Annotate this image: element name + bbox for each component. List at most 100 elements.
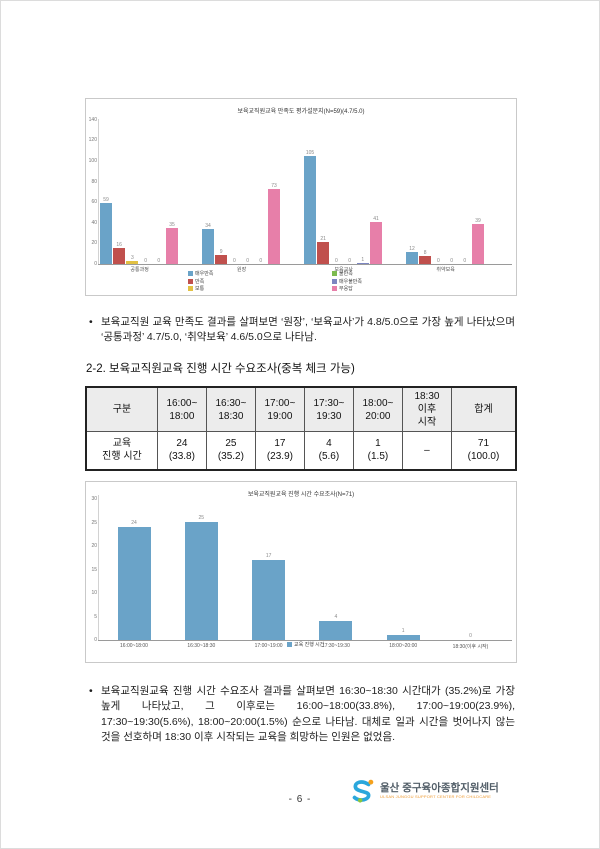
col-header-slot-6: 18:30 이후 시작: [401, 386, 452, 432]
schedule-demand-chart-title: 보육교직원교육 진행 시간 수요조사(N=71): [247, 492, 355, 498]
y-tick-label: 0: [94, 261, 97, 267]
cell-total: 71 (100.0): [450, 431, 517, 470]
bar-value-label: 8: [423, 249, 427, 256]
bar-value-label: 17: [265, 553, 272, 559]
center-logo: 울산 중구육아종합지원센터 ULSAN JUNGGU SUPPORT CENTE…: [348, 776, 516, 806]
bar-value-label: 34: [205, 222, 211, 229]
bar: [317, 242, 330, 264]
bar-value-label: 0: [463, 257, 467, 264]
bar-value-label: 39: [475, 217, 481, 224]
y-tick-label: 15: [91, 566, 97, 573]
bar: [472, 224, 484, 264]
satisfaction-summary-paragraph: • 보육교직원 교육 만족도 결과를 살펴보면 ‘원장’, ‘보육교사’가 4.…: [87, 315, 515, 346]
bar-value-label: 1: [361, 256, 365, 263]
bar-value-label: 35: [169, 221, 175, 228]
bar-value-label: 0: [157, 257, 161, 264]
legend-swatch: [332, 286, 337, 291]
x-tick-label: 공통과정: [130, 267, 149, 273]
x-tick-label: 17:30~19:30: [321, 643, 350, 649]
bar-value-label: 59: [103, 196, 109, 203]
legend-label: 무응답: [339, 286, 353, 292]
logo-orange-dot: [368, 779, 374, 785]
cell-slot-2: 25 (35.2): [205, 431, 256, 470]
bar: [117, 527, 151, 640]
bar: [166, 228, 178, 264]
cell-slot-4: 4 (5.6): [303, 431, 354, 470]
legend-item: 불만족: [332, 270, 353, 277]
col-header-slot-5: 18:00~ 20:00: [352, 386, 403, 432]
y-tick-label: 40: [91, 219, 97, 226]
legend-swatch: [188, 286, 193, 291]
logo-green-dot: [357, 798, 363, 803]
x-axis-line: [98, 264, 512, 265]
bar-value-label: 12: [409, 245, 415, 252]
bar: [304, 156, 316, 264]
bar: [319, 621, 353, 640]
y-tick-label: 140: [88, 116, 97, 123]
bar-value-label: 0: [437, 257, 440, 264]
cell-slot-3: 17 (23.9): [254, 431, 305, 470]
bar-value-label: 0: [259, 257, 263, 264]
legend-item: 매우불만족: [332, 278, 362, 285]
legend-label: 만족: [195, 278, 205, 285]
bar: [113, 248, 126, 264]
y-tick-label: 100: [88, 158, 97, 164]
row-label: 교육 진행 시간: [85, 431, 158, 470]
page-number: - 6 -: [288, 794, 312, 805]
x-tick-label: 17:00~19:00: [254, 643, 283, 649]
x-tick-label: 18:30(이후 시작): [452, 644, 489, 650]
y-tick-label: 0: [94, 637, 97, 643]
x-tick-label: 원장: [236, 267, 247, 273]
bullet-text: 보육교직원교육 진행 시간 수요조사 결과를 살펴보면 16:30~18:30 …: [101, 684, 515, 744]
bullet-text: 보육교직원 교육 만족도 결과를 살펴보면 ‘원장’, ‘보육교사’가 4.8/…: [101, 315, 515, 344]
x-tick-label: 취약보육: [436, 267, 455, 273]
x-axis-line: [98, 640, 512, 641]
col-header-slot-1: 16:00~ 18:00: [156, 386, 207, 432]
legend-item: 매우만족: [188, 270, 213, 277]
col-header-slot-3: 17:00~ 19:00: [254, 386, 305, 432]
bar-value-label: 73: [271, 182, 277, 189]
y-tick-label: 10: [91, 590, 97, 596]
bar-value-label: 9: [219, 248, 223, 255]
section-heading: 2-2. 보육교직원교육 진행 시간 수요조사(중복 체크 가능): [86, 363, 355, 375]
cell-slot-6: –: [401, 431, 452, 470]
demand-summary-paragraph: • 보육교직원교육 진행 시간 수요조사 결과를 살펴보면 16:30~18:3…: [87, 684, 515, 746]
bar: [356, 263, 369, 264]
bar: [126, 261, 139, 264]
y-tick-label: 120: [88, 137, 97, 144]
bar-value-label: 0: [348, 257, 351, 264]
legend-label: 불만족: [339, 271, 353, 277]
y-axis-line: [98, 119, 99, 264]
legend-swatch: [287, 642, 292, 647]
y-tick-label: 60: [91, 199, 97, 206]
bar-value-label: 41: [373, 215, 379, 222]
x-tick-label: 18:00~20:00: [389, 643, 418, 649]
logo-s-swirl: [352, 780, 371, 802]
bar-value-label: 0: [246, 257, 249, 264]
bar-value-label: 16: [116, 241, 122, 248]
legend-swatch: [188, 271, 193, 276]
bar-value-label: 105: [305, 149, 315, 156]
bar-value-label: 0: [144, 257, 147, 264]
legend-label: 매우불만족: [339, 278, 363, 285]
y-axis-line: [98, 495, 99, 640]
y-tick-label: 80: [91, 178, 97, 185]
legend-item: 무응답: [332, 285, 353, 292]
legend-swatch: [332, 271, 337, 276]
cell-slot-1: 24 (33.8): [156, 431, 207, 470]
bar-value-label: 24: [131, 520, 137, 526]
legend-swatch: [188, 278, 193, 284]
bar-value-label: 0: [469, 633, 472, 639]
x-tick-label: 16:00~18:00: [120, 643, 148, 649]
col-header-category: 구분: [85, 386, 158, 432]
x-tick-label: 16:30~18:30: [187, 643, 216, 649]
y-tick-label: 30: [91, 496, 97, 502]
bar: [386, 635, 420, 640]
bar: [184, 522, 218, 640]
legend-swatch: [332, 278, 337, 284]
bar-value-label: 1: [401, 628, 405, 634]
y-tick-label: 5: [94, 613, 97, 620]
time-demand-table: 구분 16:00~ 18:00 16:30~ 18:30 17:00~ 19:0…: [85, 386, 517, 471]
col-header-slot-4: 17:30~ 19:30: [303, 386, 354, 432]
bar: [202, 229, 214, 264]
